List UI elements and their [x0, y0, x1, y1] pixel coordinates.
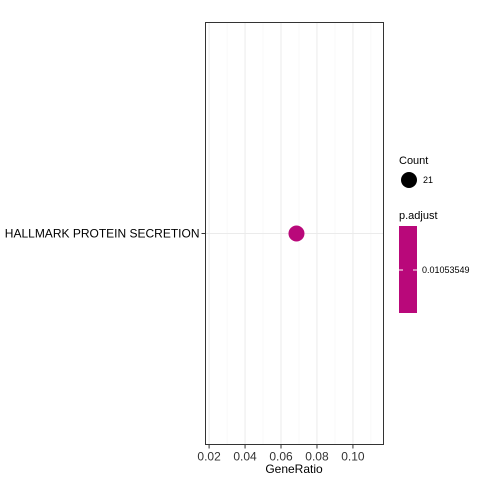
legend-color-title: p.adjust [399, 210, 438, 222]
legend-color-label: 0.01053549 [422, 265, 470, 275]
x-tick-label: 0.10 [341, 450, 365, 464]
x-tick-label: 0.08 [305, 450, 329, 464]
x-axis-title: GeneRatio [265, 462, 323, 476]
legend-size-key [401, 172, 417, 188]
y-axis: HALLMARK PROTEIN SECRETION [5, 227, 206, 241]
legend-colorbar [399, 226, 417, 313]
y-category-label: HALLMARK PROTEIN SECRETION [5, 227, 200, 241]
legend-size-label: 21 [423, 175, 433, 185]
legend: Count 21 p.adjust 0.01053549 [399, 155, 470, 313]
x-tick-label: 0.02 [197, 450, 221, 464]
data-point [288, 225, 305, 242]
points [288, 225, 305, 242]
x-tick-label: 0.06 [269, 450, 293, 464]
x-tick-label: 0.04 [233, 450, 257, 464]
legend-size-title: Count [399, 155, 428, 167]
grid [205, 22, 384, 445]
x-axis: 0.02 0.04 0.06 0.08 0.10 [197, 444, 365, 464]
